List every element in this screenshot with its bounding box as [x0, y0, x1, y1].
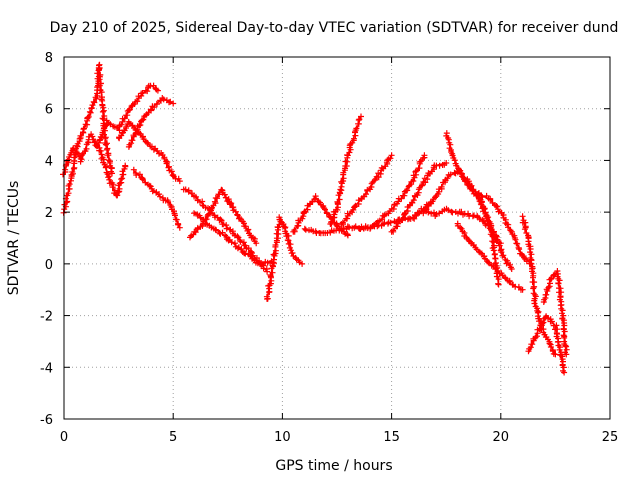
x-tick-label: 0: [60, 430, 68, 445]
series-sat-f: [130, 166, 183, 231]
x-tick-label: 10: [274, 430, 291, 445]
y-tick-label: -2: [40, 310, 53, 325]
series-sat-y: [540, 268, 570, 358]
series-markers: [338, 152, 395, 228]
series-sat-m: [327, 113, 364, 227]
series-sat-n: [338, 152, 395, 228]
x-tick-label: 5: [169, 430, 177, 445]
series-markers: [263, 214, 306, 302]
chart-title: Day 210 of 2025, Sidereal Day-to-day VTE…: [50, 20, 619, 36]
series-sat-b: [60, 131, 129, 199]
series-markers: [130, 166, 183, 231]
x-tick-label: 15: [383, 430, 400, 445]
series-sat-s: [410, 205, 504, 247]
x-axis-label: GPS time / hours: [275, 458, 392, 474]
plot-frame: [63, 56, 611, 420]
series-sat-j: [225, 196, 260, 247]
series-markers: [187, 186, 233, 241]
data-series: [60, 61, 570, 376]
series-markers: [475, 190, 535, 267]
series-markers: [180, 186, 271, 275]
series-markers: [94, 82, 161, 149]
series-sat-x: [525, 313, 568, 376]
series-markers: [454, 220, 526, 293]
series-markers: [443, 130, 515, 272]
series-sat-h: [191, 210, 275, 268]
series-markers: [225, 196, 260, 247]
y-tick-label: -4: [40, 361, 53, 376]
series-sat-k: [263, 214, 306, 302]
x-tick-label: 20: [493, 430, 510, 445]
series-sat-c: [94, 82, 161, 149]
series-sat-v: [475, 190, 535, 267]
series-markers: [191, 210, 275, 268]
series-markers: [125, 95, 177, 150]
series-sat-q: [388, 160, 450, 235]
series-markers: [327, 113, 364, 227]
series-markers: [540, 268, 570, 358]
series-markers: [525, 313, 568, 376]
series-sat-e: [125, 95, 177, 150]
x-tick-label: 25: [602, 430, 619, 445]
series-sat-u: [454, 220, 526, 293]
y-tick-label: 0: [45, 258, 53, 273]
axis-ticks: 0 5 10 15 20 25 -6 -4 -2 0 2 4 6 8: [40, 51, 618, 445]
y-tick-label: 8: [45, 51, 53, 66]
y-tick-label: 2: [45, 206, 53, 221]
series-sat-i: [187, 186, 233, 241]
series-sat-t: [443, 130, 515, 272]
y-axis-label: SDTVAR / TECUs: [6, 181, 22, 296]
y-tick-label: 6: [45, 103, 53, 118]
series-markers: [388, 160, 450, 235]
y-tick-label: -6: [40, 413, 53, 428]
series-markers: [60, 131, 129, 199]
y-tick-label: 4: [45, 154, 53, 169]
